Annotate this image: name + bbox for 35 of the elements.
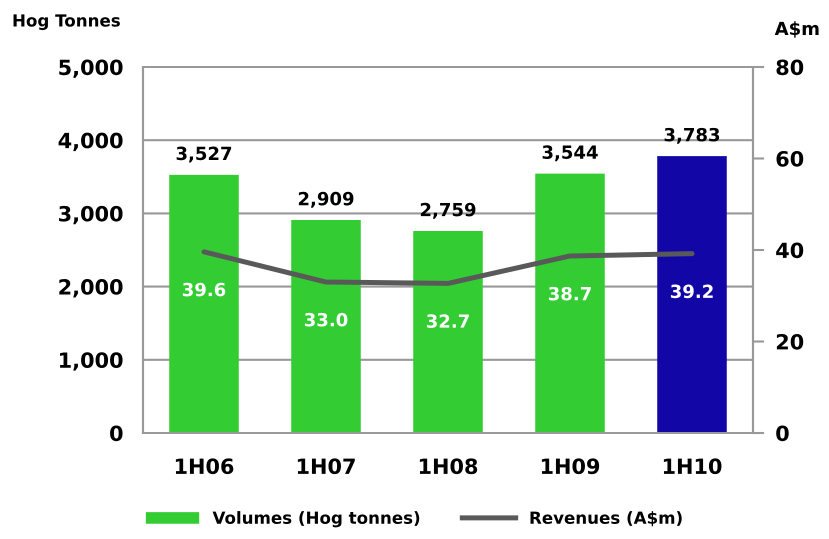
y-axis-title: Hog Tonnes — [14, 14, 120, 30]
data-label: 3,527 — [176, 146, 232, 163]
data-label: 33.0 — [304, 312, 348, 327]
y-tick-label: 1,000 — [60, 352, 123, 371]
legend-label: Volumes (Hog tonnes) — [212, 511, 420, 528]
data-label: 2,909 — [298, 192, 354, 208]
data-label: 3,544 — [542, 145, 598, 162]
y-tick-label: 4,000 — [58, 132, 123, 152]
x-tick-label: 1H07 — [298, 458, 355, 474]
y2-tick-label: 80 — [776, 59, 804, 76]
y-tick-label: 3,000 — [59, 206, 123, 224]
bar — [413, 231, 483, 433]
data-label: 39.2 — [670, 284, 713, 298]
y-tick-label: 5,000 — [59, 59, 123, 78]
y2-tick-label: 0 — [776, 425, 789, 442]
data-label: 39.6 — [182, 282, 226, 296]
y2-axis-title: A$m — [774, 21, 819, 38]
legend-label: Revenues (A$m) — [530, 511, 682, 526]
data-label: 32.7 — [426, 314, 469, 328]
x-tick-label: 1H08 — [420, 458, 478, 474]
bar — [169, 174, 239, 433]
bar — [291, 220, 361, 433]
bar — [657, 156, 727, 433]
data-label: 2,759 — [420, 202, 476, 219]
y-tick-label: 0 — [110, 425, 123, 442]
bar — [535, 174, 605, 433]
x-tick-label: 1H10 — [664, 458, 722, 474]
data-label: 3,783 — [664, 128, 720, 144]
x-tick-label: 1H09 — [542, 458, 600, 474]
y2-tick-label: 20 — [776, 334, 804, 350]
y2-tick-label: 60 — [776, 150, 804, 167]
data-label: 38.7 — [548, 286, 591, 300]
y-tick-label: 2,000 — [59, 279, 123, 298]
y2-tick-label: 40 — [776, 242, 804, 258]
x-tick-label: 1H06 — [176, 458, 234, 474]
